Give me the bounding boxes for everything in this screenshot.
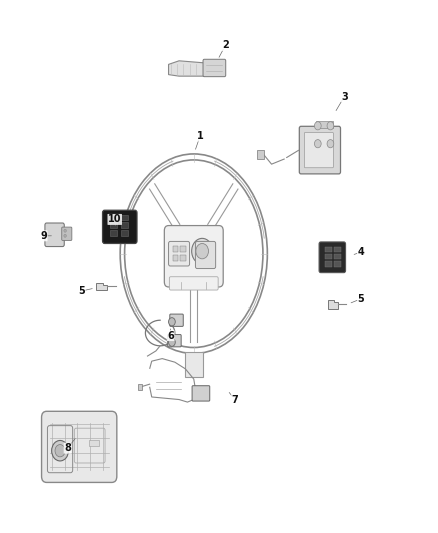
Bar [173, 246, 178, 252]
Circle shape [169, 338, 175, 346]
Bar [257, 150, 265, 159]
Bar [110, 222, 117, 228]
Text: 10: 10 [108, 214, 121, 224]
FancyBboxPatch shape [170, 314, 183, 326]
Polygon shape [169, 61, 204, 76]
Polygon shape [184, 352, 203, 376]
FancyArrowPatch shape [286, 150, 299, 158]
FancyBboxPatch shape [304, 132, 333, 168]
Bar [173, 255, 178, 261]
Circle shape [196, 244, 208, 259]
Bar [334, 247, 341, 252]
Text: 8: 8 [64, 443, 71, 453]
Text: 2: 2 [222, 41, 229, 51]
FancyBboxPatch shape [164, 225, 223, 287]
Text: 5: 5 [78, 286, 85, 296]
Circle shape [55, 445, 65, 457]
FancyBboxPatch shape [168, 335, 181, 347]
Text: 9: 9 [40, 231, 47, 241]
Text: 6: 6 [167, 330, 174, 341]
Text: 7: 7 [232, 394, 238, 405]
Circle shape [52, 440, 68, 461]
Circle shape [64, 229, 67, 232]
FancyBboxPatch shape [42, 411, 117, 482]
Bar [110, 215, 117, 221]
Bar [180, 246, 186, 252]
Bar [180, 255, 186, 261]
Bar [88, 440, 99, 446]
Bar [138, 384, 142, 390]
Polygon shape [96, 283, 107, 290]
FancyBboxPatch shape [102, 210, 137, 244]
Circle shape [314, 140, 321, 148]
Bar [120, 222, 128, 228]
Text: 1: 1 [197, 131, 204, 141]
Bar [325, 261, 332, 266]
Bar [110, 230, 117, 236]
Bar [325, 247, 332, 252]
Circle shape [192, 238, 213, 264]
Bar [325, 254, 332, 260]
FancyBboxPatch shape [169, 241, 190, 266]
FancyBboxPatch shape [170, 277, 218, 290]
FancyBboxPatch shape [192, 386, 210, 401]
FancyBboxPatch shape [299, 126, 340, 174]
Bar [334, 261, 341, 266]
Text: 5: 5 [358, 294, 364, 304]
Text: 4: 4 [358, 247, 364, 257]
FancyBboxPatch shape [45, 223, 64, 247]
Circle shape [327, 122, 334, 130]
Circle shape [169, 318, 175, 326]
Circle shape [64, 235, 67, 237]
Bar [120, 215, 128, 221]
Polygon shape [328, 300, 338, 309]
Bar [316, 120, 332, 128]
Bar [334, 254, 341, 260]
FancyBboxPatch shape [319, 242, 346, 273]
FancyBboxPatch shape [195, 241, 215, 269]
Circle shape [314, 122, 321, 130]
Circle shape [327, 140, 334, 148]
FancyBboxPatch shape [62, 227, 72, 240]
FancyBboxPatch shape [203, 59, 226, 77]
Bar [120, 230, 128, 236]
Text: 3: 3 [341, 92, 348, 102]
